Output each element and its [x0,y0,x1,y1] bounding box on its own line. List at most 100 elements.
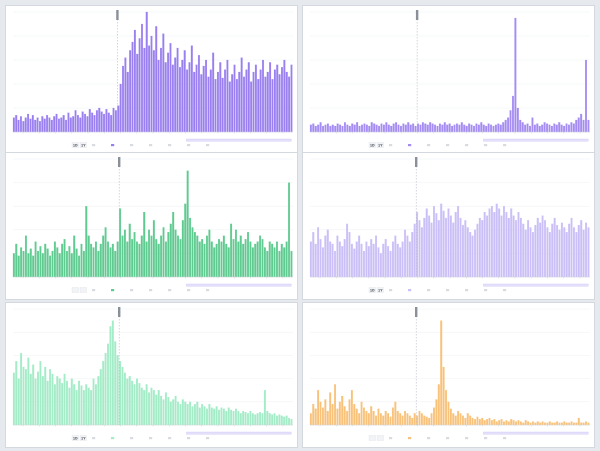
bar[interactable] [17,119,20,133]
bar[interactable] [568,422,571,426]
bar[interactable] [527,220,530,278]
bar[interactable] [370,406,373,426]
bar[interactable] [169,43,172,133]
bar[interactable] [331,243,334,278]
bar[interactable] [82,250,85,278]
bar[interactable] [464,417,467,426]
bar[interactable] [65,380,68,426]
bar[interactable] [126,241,129,278]
legend-button[interactable]: 1D [368,287,376,293]
bar[interactable] [90,243,93,278]
bar[interactable] [73,384,76,426]
bar[interactable] [541,421,544,426]
bar[interactable] [548,421,551,426]
bar[interactable] [570,122,573,133]
bar[interactable] [179,67,181,133]
bar[interactable] [346,223,349,278]
bar[interactable] [326,410,329,426]
range-slider[interactable] [483,431,589,435]
bar[interactable] [568,223,571,278]
bar[interactable] [319,239,322,278]
legend-item[interactable] [149,289,153,292]
bar[interactable] [350,390,353,426]
bar[interactable] [48,117,51,133]
bar[interactable] [24,117,27,133]
bar[interactable] [461,415,464,426]
bar[interactable] [375,235,378,278]
bar[interactable] [109,326,112,426]
bar[interactable] [331,404,334,426]
bar[interactable] [476,223,479,278]
bar[interactable] [500,215,503,278]
bar[interactable] [226,59,229,133]
bar[interactable] [210,407,213,426]
bar[interactable] [249,410,252,426]
bar[interactable] [74,110,77,133]
legend-item[interactable] [446,437,450,440]
bar[interactable] [256,413,259,426]
bar[interactable] [343,122,346,133]
bar[interactable] [565,422,568,426]
bar[interactable] [227,407,230,426]
bar[interactable] [57,118,60,133]
bar[interactable] [507,421,510,426]
bar[interactable] [553,422,556,426]
bar[interactable] [322,125,325,133]
bar[interactable] [585,421,588,426]
legend-item[interactable] [446,289,450,292]
bar[interactable] [529,227,532,278]
bar[interactable] [196,401,199,426]
bar[interactable] [463,124,466,133]
bar[interactable] [460,122,463,133]
bar[interactable] [193,232,196,278]
bar[interactable] [515,421,518,426]
bar[interactable] [492,125,495,133]
bar[interactable] [84,113,87,133]
bar[interactable] [273,69,276,133]
bar[interactable] [111,243,114,278]
bar[interactable] [225,243,228,278]
bar[interactable] [46,248,49,278]
bar[interactable] [206,408,208,426]
bar[interactable] [531,117,534,133]
bar[interactable] [164,62,167,133]
bar[interactable] [539,222,542,278]
bar[interactable] [524,229,527,278]
bar[interactable] [65,119,68,133]
bar[interactable] [41,253,44,278]
legend-item[interactable] [427,289,431,292]
bar[interactable] [244,239,247,278]
bar[interactable] [186,170,189,278]
bar[interactable] [580,422,583,426]
legend-item[interactable] [446,144,450,147]
bar[interactable] [99,369,102,426]
bar[interactable] [503,206,505,278]
bar[interactable] [580,113,583,133]
bar[interactable] [360,243,363,278]
bar[interactable] [20,247,23,278]
bar[interactable] [266,410,269,426]
bar[interactable] [312,232,315,278]
bar[interactable] [12,253,15,278]
bar[interactable] [382,124,385,133]
bar[interactable] [249,241,252,278]
legend-button[interactable]: 1Y [376,287,384,293]
bar[interactable] [475,123,478,133]
bar[interactable] [128,223,131,278]
bar[interactable] [22,121,25,133]
legend-item[interactable] [206,144,210,147]
bar[interactable] [218,239,221,278]
bar[interactable] [283,416,286,426]
bar[interactable] [437,384,440,426]
legend-button[interactable] [368,435,376,441]
bar[interactable] [123,229,126,278]
bar[interactable] [46,115,49,133]
bar[interactable] [587,227,590,278]
legend-item[interactable] [149,437,153,440]
bar[interactable] [169,401,172,426]
bar[interactable] [58,253,61,278]
bar[interactable] [441,124,444,133]
bar[interactable] [109,247,112,278]
bar[interactable] [451,125,454,133]
bar[interactable] [233,64,236,133]
